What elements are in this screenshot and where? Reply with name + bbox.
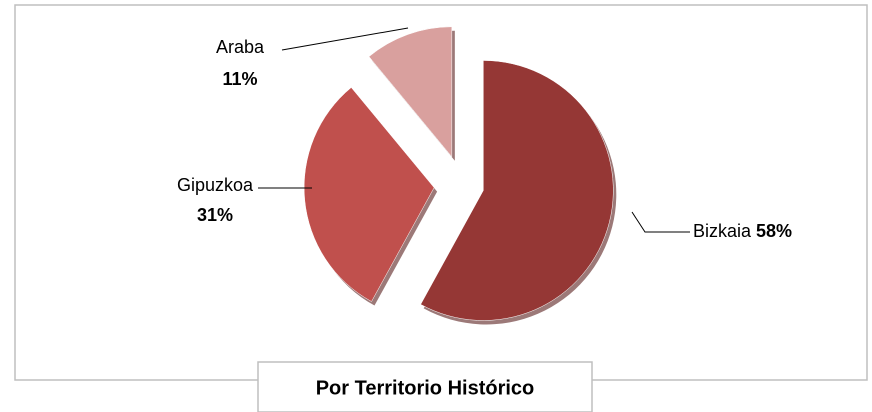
label-value: 11% [222,69,257,89]
chart-title: Por Territorio Histórico [316,377,535,399]
title-box [257,361,593,412]
pie-slice [303,87,435,302]
pie-slice [368,26,453,158]
leader-line [281,27,409,51]
pie-slice [420,60,614,321]
label-value: 31% [197,205,233,225]
data-label: Bizkaia 58% [693,221,792,241]
label-name: Bizkaia [693,221,752,241]
label-name: Araba [216,37,265,57]
label-name: Gipuzkoa [177,175,254,195]
leader-line [631,211,690,233]
label-value: 58% [756,221,792,241]
